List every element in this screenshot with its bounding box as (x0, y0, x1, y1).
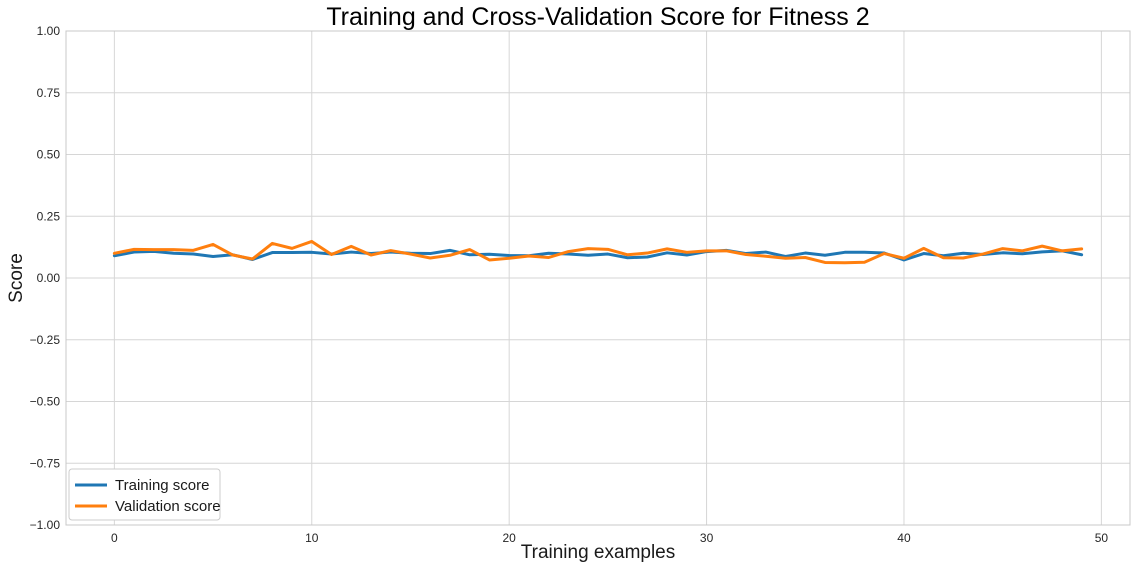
chart-title: Training and Cross-Validation Score for … (326, 3, 869, 31)
x-axis-label: Training examples (521, 542, 676, 563)
series-line-training-score (112, 248, 1084, 262)
y-axis-label: Score (6, 253, 27, 303)
tick-labels: 0 10 20 30 40 50 −1.00 −0.75 −0.50 −0.25 0.00 0.25 0… (30, 24, 1109, 545)
x-tick-label: 10 (305, 531, 319, 545)
y-tick-label: 1.00 (37, 24, 61, 38)
x-tick-label: 40 (897, 531, 911, 545)
legend: Training score Validation score (68, 468, 221, 521)
y-tick-label: 0.50 (37, 148, 61, 162)
y-tick-label: −1.00 (30, 518, 61, 532)
plot-area-frame (65, 30, 1131, 526)
x-tick-label: 30 (700, 531, 714, 545)
y-tick-label: 0.25 (37, 209, 61, 223)
series-line-validation-score (112, 239, 1084, 265)
y-tick-label: −0.25 (30, 333, 61, 347)
x-tick-label: 50 (1095, 531, 1109, 545)
x-tick-label: 0 (111, 531, 118, 545)
y-tick-label: 0.75 (37, 86, 61, 100)
legend-label-validation: Validation score (115, 498, 221, 515)
y-tick-label: −0.50 (30, 395, 61, 409)
x-tick-label: 20 (502, 531, 516, 545)
y-tick-label: −0.75 (30, 456, 61, 470)
y-tick-label: 0.00 (37, 271, 61, 285)
legend-label-training: Training score (115, 477, 209, 494)
gridlines (66, 30, 1130, 526)
series-lines (112, 239, 1084, 265)
